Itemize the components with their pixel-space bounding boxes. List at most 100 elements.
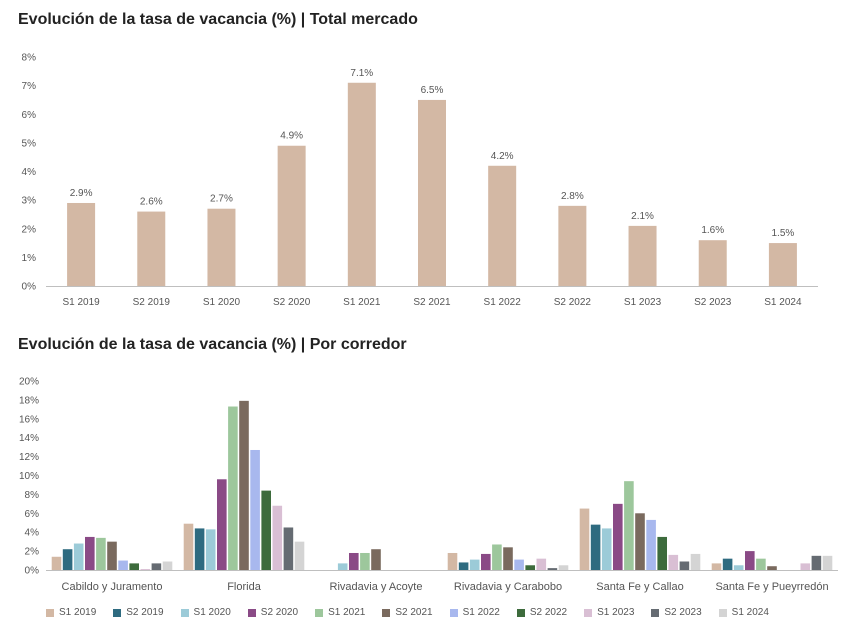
y-tick-label: 4% — [25, 528, 40, 539]
x-tick-label: Rivadavia y Acoyte — [330, 581, 423, 593]
legend-swatch — [718, 608, 727, 617]
bar — [129, 563, 139, 570]
bar — [337, 563, 348, 570]
bar — [492, 544, 502, 570]
data-label: 1.5% — [772, 228, 795, 239]
y-tick-label: 18% — [19, 395, 39, 406]
x-tick-label: S1 2019 — [62, 297, 100, 308]
legend-item: S1 2023 — [584, 607, 634, 618]
legend-label: S1 2024 — [731, 607, 769, 618]
legend-swatch — [382, 608, 391, 617]
data-label: 2.7% — [210, 194, 233, 205]
bar — [657, 536, 667, 570]
x-tick-label: S2 2019 — [133, 297, 171, 308]
legend-swatch — [46, 608, 54, 617]
bar — [613, 503, 623, 570]
bar — [690, 553, 701, 570]
bar — [668, 554, 679, 570]
y-tick-label: 7% — [22, 81, 37, 92]
legend-label: S1 2020 — [193, 607, 231, 618]
bar — [205, 529, 216, 570]
legend-swatch — [180, 608, 189, 617]
bar — [360, 552, 370, 570]
bar — [371, 549, 381, 570]
legend-label: S2 2020 — [260, 607, 299, 618]
bar — [525, 565, 535, 570]
bar — [418, 99, 446, 286]
bar — [51, 556, 62, 570]
data-label: 4.2% — [491, 151, 514, 162]
y-tick-label: 3% — [22, 196, 37, 207]
x-tick-label: S1 2020 — [203, 297, 241, 308]
data-label: 4.9% — [280, 131, 303, 142]
bar — [228, 406, 238, 570]
legend-item: S2 2020 — [247, 607, 299, 618]
legend-label: S2 2022 — [529, 607, 568, 618]
y-tick-label: 6% — [22, 110, 37, 121]
bar — [469, 559, 480, 570]
bar — [698, 240, 727, 286]
bar — [722, 558, 733, 570]
data-label: 2.9% — [70, 188, 93, 199]
bar — [547, 568, 558, 570]
data-label: 2.6% — [140, 197, 163, 208]
bar — [768, 243, 797, 286]
bar — [447, 552, 458, 570]
bar — [162, 561, 173, 570]
legend-label: S2 2023 — [664, 607, 702, 618]
legend-item: S2 2019 — [113, 607, 164, 618]
total-mercado-chart: 0% 1% 2% 3% 4% 5% 6% 7% 8% 2.9% S1 2019 2.6% S2 2019… — [22, 53, 818, 308]
y-tick-label: 16% — [19, 414, 39, 425]
bar — [140, 569, 151, 570]
data-label: 1.6% — [701, 225, 724, 236]
bar — [503, 547, 513, 570]
y-tick-label: 2% — [25, 547, 40, 558]
bar — [558, 565, 569, 570]
chart-title-por-corredor: Evolución de la tasa de vacancia (%) | P… — [18, 336, 407, 353]
bar — [349, 552, 359, 570]
legend-item: S2 2021 — [382, 607, 433, 618]
bar — [250, 449, 260, 570]
legend-label: S1 2022 — [462, 607, 500, 618]
bar — [767, 566, 777, 570]
legend-item: S1 2024 — [718, 607, 769, 618]
bar — [679, 561, 690, 570]
bar — [579, 508, 590, 570]
legend-item: S1 2020 — [180, 607, 231, 618]
bar — [73, 543, 84, 570]
bar — [536, 558, 547, 570]
bar — [67, 202, 96, 286]
legend-swatch — [449, 608, 458, 617]
legend-swatch — [315, 608, 324, 617]
legend-item: S1 2022 — [449, 607, 500, 618]
x-tick-label: S1 2023 — [624, 297, 662, 308]
bar — [151, 563, 162, 570]
bar — [283, 527, 294, 570]
legend-label: S2 2021 — [395, 607, 433, 618]
legend-label: S1 2023 — [597, 607, 635, 618]
bar — [646, 519, 656, 570]
y-tick-label: 8% — [22, 53, 37, 64]
y-tick-label: 0% — [22, 282, 37, 293]
bar — [194, 528, 205, 570]
bar — [514, 559, 524, 570]
bar — [756, 558, 766, 570]
x-tick-label: Santa Fe y Callao — [596, 581, 683, 593]
bar — [62, 549, 73, 570]
bar — [261, 490, 271, 570]
bar — [207, 208, 236, 286]
x-tick-label: S1 2021 — [343, 297, 381, 308]
y-tick-label: 2% — [22, 224, 37, 235]
legend-item: S2 2022 — [516, 607, 568, 618]
legend-item: S1 2019 — [46, 607, 96, 618]
bar — [635, 513, 645, 570]
legend-swatch — [516, 608, 525, 617]
x-tick-label: Cabildo y Juramento — [62, 581, 163, 593]
legend-swatch — [247, 608, 256, 617]
data-label: 6.5% — [421, 85, 444, 96]
bar — [590, 524, 601, 570]
x-tick-label: S1 2022 — [484, 297, 522, 308]
y-tick-label: 0% — [25, 566, 40, 577]
x-tick-label: S2 2023 — [694, 297, 732, 308]
bar — [481, 553, 491, 570]
